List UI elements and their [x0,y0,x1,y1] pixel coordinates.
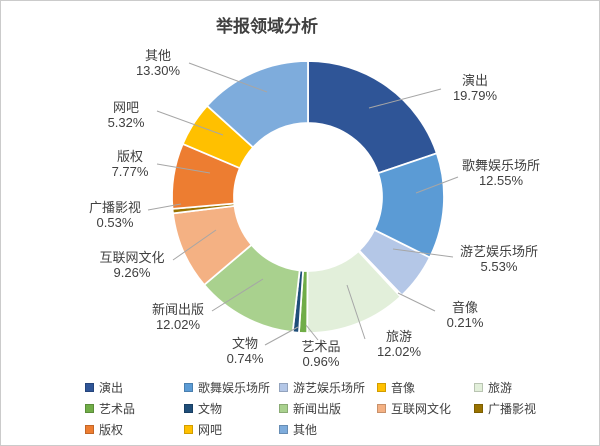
donut-slice-演出 [307,60,438,175]
slice-label-percent: 0.96% [302,354,340,369]
legend-label: 文物 [198,401,223,416]
slice-label-name: 新闻出版 [151,302,205,317]
slice-label-percent: 12.02% [155,317,201,332]
legend-swatch-icon [377,403,386,413]
slice-label-游艺娱乐场所: 游艺娱乐场所 5.53% [460,244,538,274]
legend-swatch-icon [279,403,288,413]
slice-label-percent: 0.21% [446,315,484,330]
slice-label-percent: 12.55% [478,173,524,188]
slice-label-percent: 5.53% [480,259,518,274]
slice-label-percent: 19.79% [452,88,498,103]
slice-label-音像: 音像 0.21% [447,300,484,330]
slice-label-版权: 版权 7.77% [112,149,149,179]
leader-line-游艺娱乐场所 [392,248,454,258]
legend-label: 网吧 [198,422,223,437]
leader-line-其他 [188,62,268,93]
legend-item-版权: 版权 [85,422,124,437]
slice-label-name: 其他 [144,48,171,63]
legend-item-新闻出版: 新闻出版 [279,401,342,416]
legend-item-广播影视: 广播影视 [474,401,537,416]
legend-swatch-icon [474,403,483,413]
slice-label-name: 网吧 [112,100,139,115]
legend-label: 旅游 [488,380,513,395]
slice-label-percent: 9.26% [113,265,151,280]
slice-label-其他: 其他 13.30% [136,48,180,78]
leader-line-广播影视 [147,203,182,211]
slice-label-歌舞娱乐场所: 歌舞娱乐场所 12.55% [462,158,540,188]
legend-label: 演出 [99,380,124,395]
legend-swatch-icon [279,424,288,434]
legend-item-其他: 其他 [279,422,318,437]
legend-label: 艺术品 [99,401,136,416]
slice-label-文物: 文物 0.74% [227,336,264,366]
leader-line-网吧 [156,110,224,136]
leader-line-演出 [368,88,442,109]
donut-slice-其他 [205,60,309,149]
legend-label: 游艺娱乐场所 [293,380,366,395]
legend-item-文物: 文物 [184,401,223,416]
legend-swatch-icon [184,382,193,392]
legend-item-音像: 音像 [377,380,416,395]
legend-swatch-icon [184,403,193,413]
legend-label: 其他 [293,422,318,437]
slice-label-percent: 0.74% [226,351,264,366]
legend-item-歌舞娱乐场所: 歌舞娱乐场所 [184,380,271,395]
leader-line-版权 [156,163,211,174]
legend-item-网吧: 网吧 [184,422,223,437]
slice-label-name: 艺术品 [301,339,341,354]
slice-label-name: 版权 [116,149,143,164]
leader-line-歌舞娱乐场所 [415,176,459,194]
slice-label-percent: 12.02% [376,344,422,359]
legend-swatch-icon [377,382,386,392]
leader-line-互联网文化 [172,229,217,261]
slice-label-旅游: 旅游 12.02% [377,329,421,359]
legend-label: 歌舞娱乐场所 [198,380,271,395]
legend-item-演出: 演出 [85,380,124,395]
slice-label-网吧: 网吧 5.32% [108,100,145,130]
legend-item-旅游: 旅游 [474,380,513,395]
slice-label-name: 音像 [451,300,478,315]
leader-line-文物 [264,326,299,346]
legend-swatch-icon [474,382,483,392]
slice-label-互联网文化: 互联网文化 9.26% [99,250,164,280]
slice-label-name: 演出 [461,73,488,88]
slice-label-name: 文物 [231,336,258,351]
slice-label-name: 歌舞娱乐场所 [461,158,541,173]
slice-label-name: 广播影视 [88,200,142,215]
slice-label-percent: 7.77% [111,164,149,179]
legend-label: 广播影视 [488,401,537,416]
legend-item-互联网文化: 互联网文化 [377,401,452,416]
legend-swatch-icon [279,382,288,392]
legend-item-游艺娱乐场所: 游艺娱乐场所 [279,380,366,395]
slice-label-name: 互联网文化 [99,250,165,265]
legend-label: 音像 [391,380,416,395]
legend-item-艺术品: 艺术品 [85,401,136,416]
legend-label: 新闻出版 [293,401,342,416]
slice-label-新闻出版: 新闻出版 12.02% [152,302,204,332]
leader-line-旅游 [346,284,366,340]
slice-label-percent: 0.53% [96,215,134,230]
leader-line-艺术品 [305,324,319,341]
legend-swatch-icon [184,424,193,434]
slice-label-percent: 5.32% [107,115,145,130]
slice-label-name: 旅游 [385,329,412,344]
slice-label-演出: 演出 19.79% [453,73,497,103]
slice-label-艺术品: 艺术品 0.96% [301,339,340,369]
legend: 演出 歌舞娱乐场所 游艺娱乐场所 音像 旅游 艺术品 文物 新闻出版 互联网文化 广播影视 版权 网吧… [1,1,599,437]
legend-swatch-icon [85,424,94,434]
slice-label-percent: 13.30% [135,63,181,78]
legend-swatch-icon [85,382,94,392]
legend-label: 版权 [99,422,124,437]
legend-swatch-icon [85,403,94,413]
slice-label-name: 游艺娱乐场所 [459,244,539,259]
slice-label-广播影视: 广播影视 0.53% [89,200,141,230]
leader-line-音像 [397,292,436,312]
leader-line-新闻出版 [211,278,264,312]
legend-label: 互联网文化 [391,401,452,416]
chart-title: 举报领域分析 [216,17,318,36]
